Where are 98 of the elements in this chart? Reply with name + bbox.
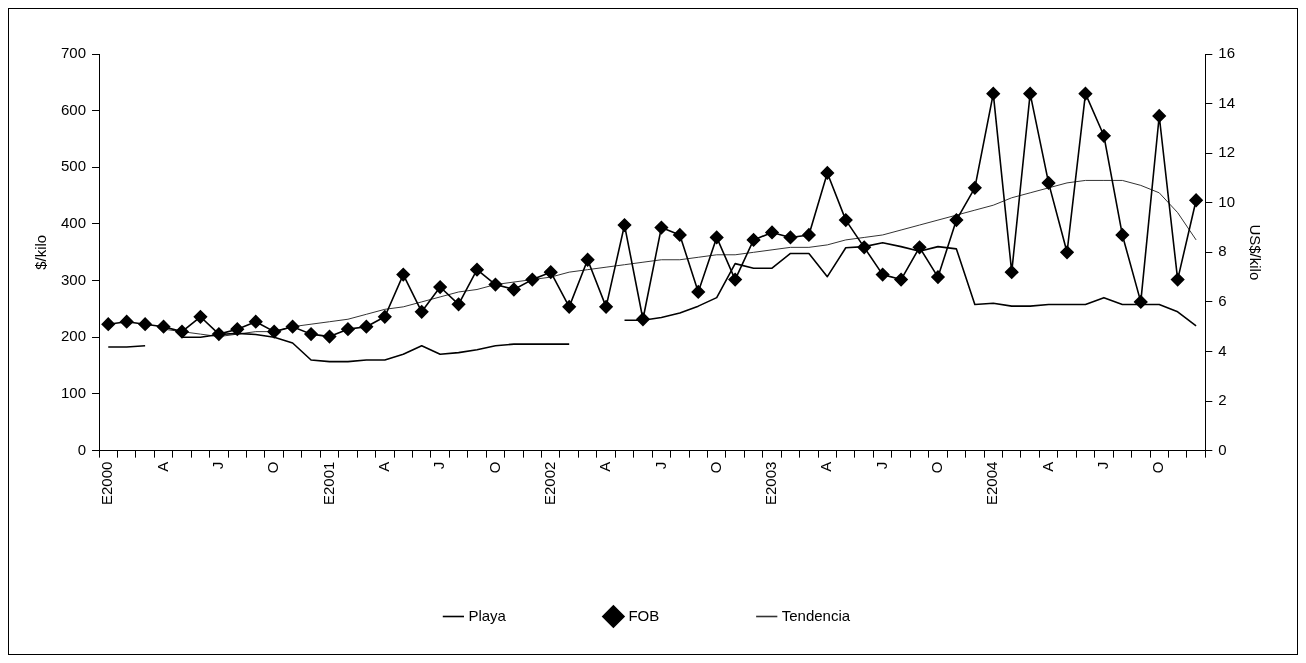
- y-tick-label: 600: [61, 100, 87, 118]
- point: [525, 272, 540, 287]
- y-tick-label: 500: [61, 157, 87, 175]
- point: [359, 319, 374, 334]
- point: [968, 181, 982, 195]
- x-tick-label: J: [1094, 461, 1112, 470]
- point: [322, 329, 337, 344]
- y2-tick-label: 6: [1218, 292, 1227, 310]
- point: [1004, 265, 1019, 279]
- point: [949, 213, 964, 227]
- point: [378, 309, 392, 324]
- point: [267, 324, 281, 339]
- point: [193, 309, 208, 324]
- y-tick-label: 0: [77, 440, 87, 458]
- y2-tick-label: 0: [1218, 440, 1227, 458]
- y2-tick-label: 8: [1218, 242, 1227, 260]
- y2-tick-label: 12: [1218, 143, 1235, 161]
- point: [414, 305, 429, 319]
- x-tick-label: O: [928, 461, 946, 474]
- point: [304, 327, 318, 341]
- point: [101, 317, 116, 331]
- x-tick-label: E2000: [98, 461, 116, 505]
- y-axis-title: $/kilo: [32, 234, 50, 270]
- y-tick-label: 300: [61, 270, 87, 288]
- x-tick-label: J: [209, 461, 227, 470]
- x-tick-label: J: [430, 461, 448, 470]
- point: [709, 230, 724, 245]
- x-tick-label: O: [264, 461, 282, 474]
- x-tick-label: E2004: [983, 461, 1001, 505]
- point: [654, 220, 669, 235]
- y2-tick-label: 14: [1218, 93, 1235, 111]
- y2-tick-label: 4: [1218, 341, 1227, 359]
- point: [894, 272, 908, 287]
- point: [875, 267, 890, 282]
- y-tick-label: 400: [61, 214, 87, 232]
- point: [802, 228, 816, 242]
- point: [838, 213, 853, 227]
- point: [451, 297, 466, 312]
- y2-tick-label: 10: [1218, 192, 1235, 210]
- x-tick-label: J: [651, 461, 669, 470]
- x-tick-label: A: [374, 461, 392, 472]
- point: [1060, 245, 1074, 260]
- point: [175, 324, 189, 339]
- point: [543, 265, 558, 279]
- legend-label: Tendencia: [781, 606, 851, 624]
- y2-tick-label: 16: [1218, 44, 1235, 62]
- point: [470, 262, 484, 277]
- point: [488, 277, 503, 292]
- point: [691, 285, 706, 299]
- x-tick-label: E2001: [319, 461, 337, 505]
- point: [1115, 228, 1130, 242]
- y-tick-label: 100: [61, 384, 87, 402]
- point: [820, 166, 835, 180]
- y-tick-label: 700: [61, 44, 87, 62]
- x-tick-label: A: [1038, 461, 1056, 472]
- point: [1078, 86, 1093, 101]
- legend-label: Playa: [468, 606, 507, 624]
- point: [562, 300, 576, 314]
- point: [230, 322, 245, 336]
- point: [138, 317, 152, 331]
- point: [507, 282, 521, 297]
- point: [1023, 86, 1037, 101]
- point: [1170, 272, 1185, 287]
- point: [673, 228, 687, 242]
- point: [396, 267, 411, 282]
- point: [1189, 193, 1203, 208]
- point: [248, 314, 263, 329]
- point: [765, 225, 779, 240]
- x-tick-label: O: [1149, 461, 1167, 474]
- legend-label: FOB: [628, 606, 660, 624]
- point: [1041, 176, 1056, 190]
- point: [728, 272, 742, 287]
- x-tick-label: A: [817, 461, 835, 472]
- point: [1097, 129, 1111, 143]
- x-tick-label: E2003: [762, 461, 780, 505]
- point: [341, 322, 355, 336]
- point: [1152, 109, 1167, 123]
- point: [580, 252, 595, 267]
- x-tick-label: O: [706, 461, 724, 474]
- x-tick-label: O: [485, 461, 503, 474]
- point: [986, 86, 1001, 101]
- x-tick-label: J: [872, 461, 890, 470]
- point: [746, 233, 761, 247]
- point: [433, 280, 447, 294]
- point: [285, 319, 300, 334]
- point: [931, 270, 945, 284]
- point: [617, 218, 632, 232]
- x-tick-label: A: [153, 461, 171, 472]
- x-tick-label: E2002: [540, 461, 558, 505]
- y-tick-label: 200: [61, 327, 87, 345]
- point: [599, 300, 613, 314]
- point: [1133, 295, 1148, 309]
- x-tick-label: A: [596, 461, 614, 472]
- point: [783, 230, 798, 245]
- point: [156, 319, 171, 334]
- point: [119, 314, 134, 329]
- y2-axis-title: US$/kilo: [1246, 224, 1264, 281]
- y2-tick-label: 2: [1218, 391, 1227, 409]
